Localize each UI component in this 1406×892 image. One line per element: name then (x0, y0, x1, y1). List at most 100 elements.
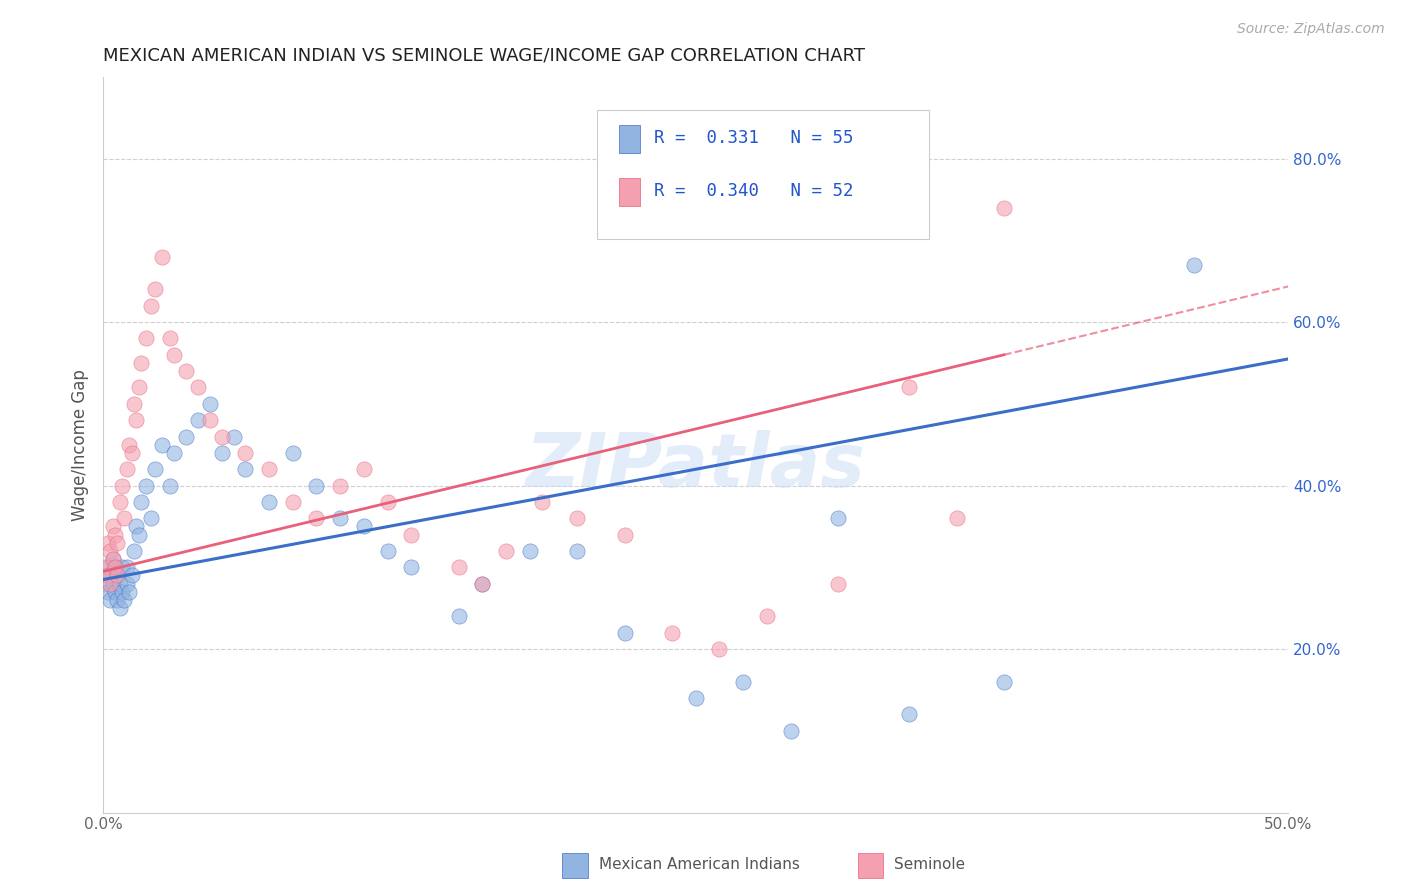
Point (329, 478, 352, 492)
Point (174, 364, 197, 378)
Point (105, 593, 128, 607)
Point (135, 478, 157, 492)
Text: MEXICAN AMERICAN INDIAN VS SEMINOLE WAGE/INCOME GAP CORRELATION CHART: MEXICAN AMERICAN INDIAN VS SEMINOLE WAGE… (103, 46, 865, 64)
Text: Mexican American Indians: Mexican American Indians (599, 857, 800, 871)
Point (187, 380, 209, 394)
Point (101, 576, 124, 591)
Bar (619, 125, 640, 153)
Point (945, 511, 967, 525)
Point (105, 536, 128, 550)
Point (152, 250, 174, 264)
Point (281, 446, 304, 460)
Point (898, 707, 921, 722)
Point (211, 446, 233, 460)
Bar (619, 178, 640, 206)
Point (198, 413, 221, 427)
Point (128, 380, 150, 394)
Point (993, 201, 1015, 215)
Point (495, 544, 517, 558)
Point (105, 568, 128, 582)
Point (118, 438, 141, 452)
Point (613, 625, 636, 640)
Point (98, 576, 121, 591)
Point (114, 511, 136, 525)
Point (377, 544, 399, 558)
Point (108, 601, 131, 615)
Point (281, 495, 304, 509)
Point (257, 495, 280, 509)
Point (163, 446, 186, 460)
Point (530, 495, 553, 509)
Point (329, 511, 352, 525)
Point (211, 429, 233, 443)
Point (567, 511, 589, 525)
Point (353, 462, 375, 476)
Point (97, 560, 120, 574)
Point (125, 413, 148, 427)
Point (111, 478, 134, 492)
Point (94, 576, 117, 591)
Point (143, 462, 166, 476)
Point (111, 585, 134, 599)
Text: Seminole: Seminole (894, 857, 966, 871)
Point (257, 462, 280, 476)
Point (97, 536, 120, 550)
Point (187, 413, 209, 427)
Point (104, 585, 127, 599)
Point (129, 495, 152, 509)
Point (471, 576, 494, 591)
Point (121, 568, 143, 582)
Point (401, 560, 423, 574)
Point (98, 544, 121, 558)
Point (108, 495, 131, 509)
Point (305, 478, 328, 492)
Point (97, 568, 120, 582)
Point (135, 331, 157, 345)
Point (353, 519, 375, 533)
Point (401, 527, 423, 541)
Point (305, 511, 328, 525)
Point (129, 356, 152, 370)
Point (118, 585, 141, 599)
Point (613, 527, 636, 541)
Point (108, 576, 131, 591)
Point (115, 576, 138, 591)
Point (139, 299, 162, 313)
Point (115, 560, 138, 574)
Point (159, 331, 181, 345)
Point (993, 674, 1015, 689)
Point (898, 380, 921, 394)
Point (97, 585, 120, 599)
Point (567, 544, 589, 558)
Point (101, 552, 124, 566)
Point (105, 568, 128, 582)
Point (159, 478, 181, 492)
Point (235, 462, 257, 476)
Text: ZIPatlas: ZIPatlas (526, 430, 866, 503)
Point (139, 511, 162, 525)
Point (163, 348, 186, 362)
Point (114, 593, 136, 607)
Point (174, 429, 197, 443)
Point (661, 625, 683, 640)
Point (94, 560, 117, 574)
Point (471, 576, 494, 591)
Point (235, 446, 257, 460)
Point (101, 552, 124, 566)
Point (101, 519, 124, 533)
Point (128, 527, 150, 541)
Point (98, 593, 121, 607)
Point (104, 560, 127, 574)
Point (98, 568, 121, 582)
Point (115, 462, 138, 476)
Point (519, 544, 541, 558)
Point (827, 511, 849, 525)
Point (152, 438, 174, 452)
Point (779, 723, 801, 738)
Text: Source: ZipAtlas.com: Source: ZipAtlas.com (1237, 22, 1385, 37)
Point (685, 691, 707, 706)
FancyBboxPatch shape (598, 110, 929, 239)
Point (111, 560, 134, 574)
Point (143, 282, 166, 296)
Point (447, 609, 470, 624)
